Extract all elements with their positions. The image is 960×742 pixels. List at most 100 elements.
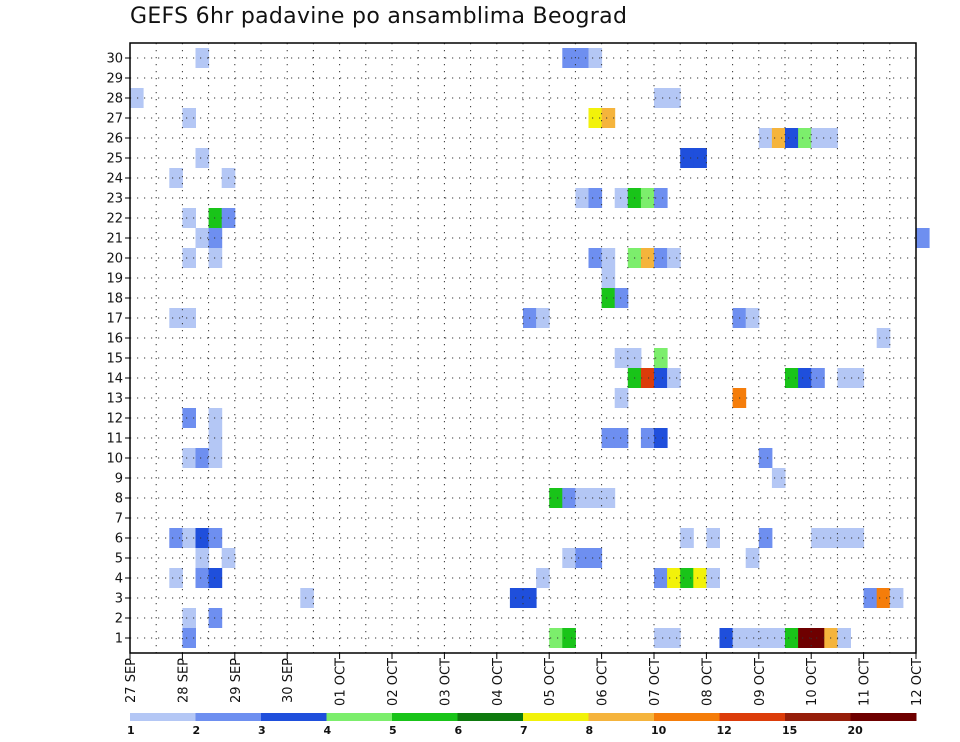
y-tick-label: 27 — [106, 112, 123, 127]
heatmap-cell — [693, 568, 707, 588]
heatmap-cell — [771, 468, 786, 488]
heatmap-cell — [640, 428, 655, 448]
heatmap-cell — [680, 148, 694, 168]
heatmap-cell — [182, 208, 196, 228]
y-tick-label: 6 — [115, 532, 123, 547]
heatmap-cell — [588, 48, 603, 68]
heatmap-cell — [640, 248, 655, 268]
y-tick-label: 24 — [106, 172, 123, 187]
heatmap-cell — [195, 148, 210, 168]
x-tick-label: 28 SEP — [176, 658, 191, 703]
heatmap-cell — [195, 568, 210, 588]
heatmap-cell — [614, 188, 629, 208]
heatmap-cell — [169, 168, 183, 188]
colorbar-swatch — [457, 713, 524, 721]
dotted-grid — [130, 43, 916, 653]
heatmap-cell — [601, 288, 616, 308]
colorbar-label: 8 — [586, 724, 594, 737]
y-tick-label: 30 — [106, 52, 123, 67]
heatmap-cell — [208, 228, 223, 248]
colorbar-swatch — [326, 713, 393, 721]
y-tick-label: 22 — [106, 212, 123, 227]
colorbar-label: 20 — [848, 724, 864, 737]
heatmap-cell — [601, 108, 616, 128]
heatmap-cell — [850, 528, 865, 548]
heatmap-cell — [785, 628, 799, 648]
y-tick-label: 12 — [106, 412, 123, 427]
heatmap-cell — [195, 448, 210, 468]
y-tick-label: 18 — [106, 292, 123, 307]
x-tick-label: 03 OCT — [438, 658, 453, 706]
heatmap-cell — [182, 248, 196, 268]
heatmap-cell — [758, 128, 773, 148]
heatmap-cell — [745, 548, 760, 568]
y-tick-label: 3 — [115, 592, 123, 607]
heatmap-cell — [575, 188, 589, 208]
heatmap-cell — [654, 428, 668, 448]
heatmap-cell — [745, 308, 760, 328]
colorbar-swatch — [130, 713, 196, 721]
heatmap-cell — [195, 228, 210, 248]
heatmap-cell — [601, 248, 616, 268]
y-tick-label: 8 — [115, 492, 123, 507]
y-tick-label: 28 — [106, 92, 123, 107]
heatmap-cell — [208, 608, 223, 628]
y-tick-label: 29 — [106, 72, 123, 87]
heatmap-cell — [562, 488, 576, 508]
heatmap-cell — [667, 628, 681, 648]
heatmap-cell — [680, 568, 694, 588]
heatmap-cell — [758, 528, 773, 548]
heatmap-cell — [680, 528, 694, 548]
x-tick-label: 10 OCT — [805, 658, 820, 706]
y-tick-label: 10 — [106, 452, 123, 467]
heatmap-cell — [208, 528, 223, 548]
x-tick-label: 06 OCT — [596, 658, 611, 706]
colorbar-swatch — [719, 713, 786, 721]
heatmap-cell — [182, 308, 196, 328]
heatmap-cell — [575, 548, 589, 568]
heatmap-cell — [536, 568, 550, 588]
y-tick-label: 5 — [115, 552, 123, 567]
heatmap-cell — [916, 228, 930, 248]
heatmap-cell — [562, 628, 576, 648]
colorbar-label: 10 — [651, 724, 667, 737]
x-tick-label: 27 SEP — [124, 658, 139, 703]
heatmap-cell — [614, 388, 629, 408]
heatmap-cell — [798, 628, 812, 648]
heatmap-cell — [549, 488, 563, 508]
heatmap-cell — [693, 148, 707, 168]
heatmap-cell — [601, 488, 616, 508]
heatmap-cell — [575, 48, 589, 68]
heatmap-cell — [863, 588, 878, 608]
heatmap-cell — [509, 588, 524, 608]
y-tick-label: 15 — [106, 352, 123, 367]
y-tick-label: 7 — [115, 512, 123, 527]
heatmap-cell — [719, 628, 734, 648]
plot-frame — [129, 42, 917, 654]
heatmap-cell — [562, 48, 576, 68]
colorbar-label: 7 — [520, 724, 528, 737]
heatmap-cell — [195, 548, 210, 568]
x-tick-label: 02 OCT — [386, 658, 401, 706]
colorbar-label: 6 — [455, 724, 463, 737]
colorbar-swatch — [785, 713, 851, 721]
heatmap-cell — [614, 288, 629, 308]
colorbar-swatch — [654, 713, 720, 721]
y-tick-label: 9 — [115, 472, 123, 487]
y-tick-label: 4 — [115, 572, 123, 587]
heatmap-cell — [758, 628, 773, 648]
heatmap-cell — [667, 368, 681, 388]
colorbar-label: 2 — [193, 724, 201, 737]
heatmap-cell — [654, 188, 668, 208]
heatmap-cell — [706, 568, 720, 588]
y-tick-label: 16 — [106, 332, 123, 347]
colorbar-label: 12 — [717, 724, 732, 737]
heatmap-cell — [169, 528, 183, 548]
heatmap-cell — [300, 588, 314, 608]
heatmap-cell — [182, 628, 196, 648]
heatmap-cell — [785, 128, 799, 148]
y-tick-label: 1 — [115, 632, 123, 647]
heatmap-cell — [208, 248, 223, 268]
heatmap-cell — [588, 548, 603, 568]
